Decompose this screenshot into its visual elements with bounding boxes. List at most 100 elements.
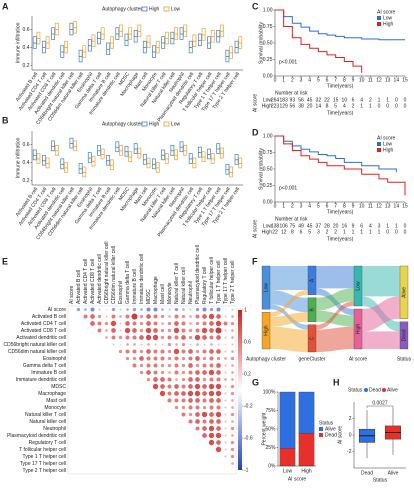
row-label: CD56bright natural killer cell xyxy=(3,342,66,348)
risk-count: 12 xyxy=(281,229,287,235)
correlation-circle xyxy=(160,384,165,389)
node-label: High xyxy=(263,325,269,336)
box xyxy=(137,147,142,159)
correlation-circle xyxy=(97,328,102,333)
risk-count: 0 xyxy=(404,229,407,235)
risk-count: 1 xyxy=(378,229,381,235)
correlation-circle xyxy=(90,314,95,319)
correlation-circle xyxy=(195,307,200,312)
risk-count: 6 xyxy=(360,223,363,229)
correlation-circle xyxy=(202,321,207,326)
sankey-link xyxy=(362,296,400,332)
correlation-circle xyxy=(231,336,234,339)
correlation-circle xyxy=(195,426,200,431)
colorbar-label: -1 xyxy=(244,467,249,473)
correlation-circle xyxy=(146,356,151,361)
correlation-circle xyxy=(216,363,221,368)
risk-count: 2 xyxy=(369,97,372,103)
colorbar-label: 1 xyxy=(244,307,247,313)
correlation-circle xyxy=(111,314,116,319)
box xyxy=(32,36,37,49)
correlation-circle xyxy=(202,363,207,368)
x-tick-label: 10 xyxy=(359,77,365,83)
correlation-circle xyxy=(181,349,186,354)
y-tick-label: 0% xyxy=(268,463,276,469)
risk-label: AI score xyxy=(252,94,258,113)
correlation-circle xyxy=(160,328,165,333)
row-label: Type 1 T helper cell xyxy=(23,454,66,460)
x-tick-label: 2 xyxy=(291,203,294,209)
sankey-node xyxy=(307,265,317,295)
correlation-circle xyxy=(132,356,137,361)
correlation-circle xyxy=(216,314,221,319)
risk-count: 0 xyxy=(395,97,398,103)
correlation-circle xyxy=(215,446,222,453)
correlation-circle xyxy=(152,383,159,390)
x-tick-label: 14 xyxy=(394,203,400,209)
correlation-circle xyxy=(230,447,235,452)
correlation-circle xyxy=(230,356,235,361)
legend-label: High xyxy=(383,147,394,153)
correlation-circle xyxy=(224,350,227,353)
risk-count: 3 xyxy=(317,229,320,235)
correlation-circle xyxy=(181,412,186,417)
correlation-circle xyxy=(119,329,122,332)
correlation-circle xyxy=(153,349,158,354)
correlation-circle xyxy=(119,308,122,311)
risk-count: 4 xyxy=(343,103,346,109)
column-title: Status xyxy=(397,356,412,362)
box xyxy=(119,24,123,38)
box xyxy=(179,27,184,40)
p-value: p<0.001 xyxy=(279,185,297,191)
legend-swatch xyxy=(141,121,148,127)
legend-label: High xyxy=(149,121,160,127)
row-label: Neutrophil xyxy=(43,426,66,432)
box xyxy=(183,145,188,156)
correlation-circle xyxy=(231,308,234,311)
legend-swatch xyxy=(377,142,381,146)
row-label: Activated B cell xyxy=(32,314,66,320)
x-tick-label: 5 xyxy=(317,203,320,209)
correlation-circle xyxy=(146,377,151,382)
panel-label: F xyxy=(252,256,258,266)
box xyxy=(32,149,37,161)
row-label: Immature B cell xyxy=(31,370,66,376)
correlation-circle xyxy=(132,328,137,333)
correlation-circle xyxy=(224,406,227,409)
correlation-circle xyxy=(132,321,137,326)
risk-count: 2 xyxy=(334,229,337,235)
correlation-circle xyxy=(153,363,158,368)
column-label: Type 17 T helper cell xyxy=(223,258,229,304)
correlation-circle xyxy=(216,307,221,312)
x-tick-label: 12 xyxy=(376,77,382,83)
correlation-circle xyxy=(188,356,193,361)
correlation-circle xyxy=(209,328,214,333)
box xyxy=(128,27,133,40)
sankey-node xyxy=(353,308,363,350)
legend-swatch xyxy=(163,121,170,127)
box xyxy=(219,24,224,38)
box xyxy=(64,162,68,173)
box xyxy=(36,153,41,164)
column-label: Eosinophil xyxy=(118,281,124,304)
correlation-circle xyxy=(224,420,227,423)
correlation-circle xyxy=(202,314,207,319)
risk-count: 1 xyxy=(352,229,355,235)
sankey-link xyxy=(316,288,354,311)
correlation-circle xyxy=(125,335,130,340)
node-label: Dead xyxy=(401,329,407,341)
row-label: Regulatory T cell xyxy=(29,440,66,446)
box xyxy=(82,166,87,178)
box xyxy=(179,141,184,153)
p-value: p<0.001 xyxy=(279,59,297,65)
correlation-circle xyxy=(181,398,186,403)
box xyxy=(69,22,74,36)
y-axis-title: AI score xyxy=(337,426,343,445)
box xyxy=(51,140,56,152)
risk-row-label: Low xyxy=(263,223,273,229)
correlation-circle xyxy=(202,391,207,396)
correlation-circle xyxy=(111,335,116,340)
box xyxy=(152,158,156,170)
correlation-circle xyxy=(230,440,235,445)
correlation-circle xyxy=(153,307,158,312)
